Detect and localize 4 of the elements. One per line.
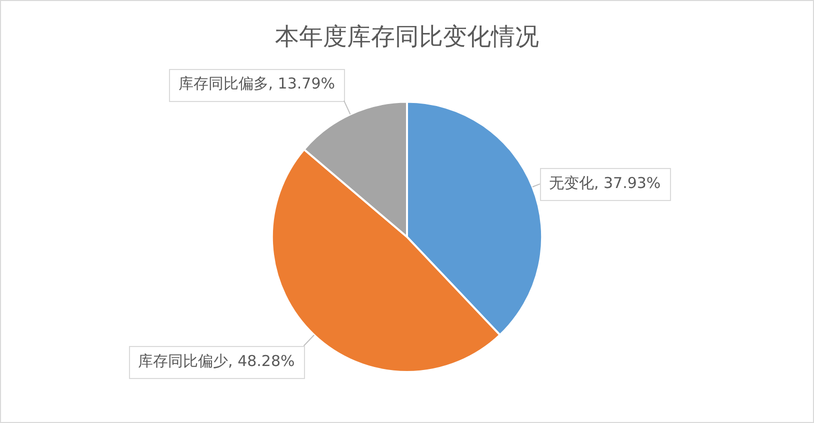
chart-title: 本年度库存同比变化情况	[275, 22, 539, 51]
slice-label: 库存同比偏少, 48.28%	[138, 352, 295, 370]
slice-label: 无变化, 37.93%	[548, 174, 661, 192]
slice-label: 库存同比偏多, 13.79%	[178, 74, 335, 93]
